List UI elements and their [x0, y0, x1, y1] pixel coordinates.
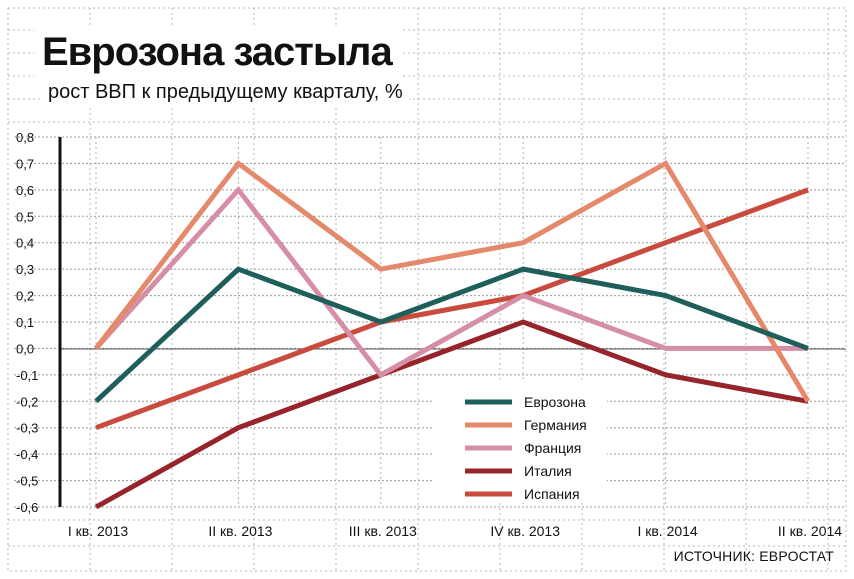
y-tick-label: 0,4	[16, 236, 34, 251]
y-tick-label: 0,0	[16, 341, 34, 356]
x-tick-labels: I кв. 2013 II кв. 2013 III кв. 2013 IV кв. …	[68, 523, 842, 539]
chart-subtitle: рост ВВП к предыдущему кварталу, %	[42, 78, 409, 106]
y-tick-label: 0,8	[16, 130, 34, 145]
y-tick-label: -0,3	[16, 421, 38, 436]
legend-label: Франция	[524, 440, 581, 456]
series-line-Франция	[94, 185, 808, 379]
legend-label: Италия	[524, 463, 572, 479]
x-tick-label: I кв. 2014	[637, 523, 697, 539]
y-tick-label: -0,6	[16, 500, 38, 515]
background-grid	[7, 7, 847, 572]
x-tick-label: II кв. 2014	[778, 523, 842, 539]
legend-label: Еврозона	[524, 394, 586, 410]
y-tick-label: 0,1	[16, 315, 34, 330]
x-tick-label: I кв. 2013	[68, 523, 128, 539]
y-tick-label: -0,1	[16, 368, 38, 383]
y-tick-label: -0,4	[16, 447, 38, 462]
series-lines	[94, 159, 811, 510]
y-tick-label: 0,5	[16, 209, 34, 224]
series-line-Германия	[94, 159, 811, 403]
y-tick-label: 0,6	[16, 183, 34, 198]
legend: Еврозона Германия Франция Италия Испания	[432, 382, 607, 503]
legend-label: Испания	[524, 486, 580, 502]
legend-label: Германия	[524, 417, 587, 433]
legend-box	[432, 382, 607, 503]
x-tick-label: II кв. 2013	[208, 523, 272, 539]
horizontal-gridlines	[14, 136, 846, 508]
source-note: ИСТОЧНИК: ЕВРОСТАТ	[673, 548, 834, 564]
chart-title: Еврозона застыла	[34, 26, 400, 78]
series-line-Испания	[95, 187, 809, 431]
series-line-Италия	[94, 319, 809, 510]
y-tick-labels: 0,8 0,7 0,6 0,5 0,4 0,3 0,2 0,1 0,0 -0,1 -0,2 -0,3 -…	[16, 130, 38, 515]
x-tick-label: IV кв. 2013	[490, 523, 560, 539]
y-tick-label: -0,2	[16, 394, 38, 409]
series-line-Еврозона	[94, 266, 809, 404]
y-tick-label: 0,7	[16, 156, 34, 171]
y-tick-label: -0,5	[16, 474, 38, 489]
y-tick-label: 0,2	[16, 289, 34, 304]
x-tick-label: III кв. 2013	[349, 523, 417, 539]
outer-frame	[7, 7, 847, 572]
y-tick-label: 0,3	[16, 262, 34, 277]
